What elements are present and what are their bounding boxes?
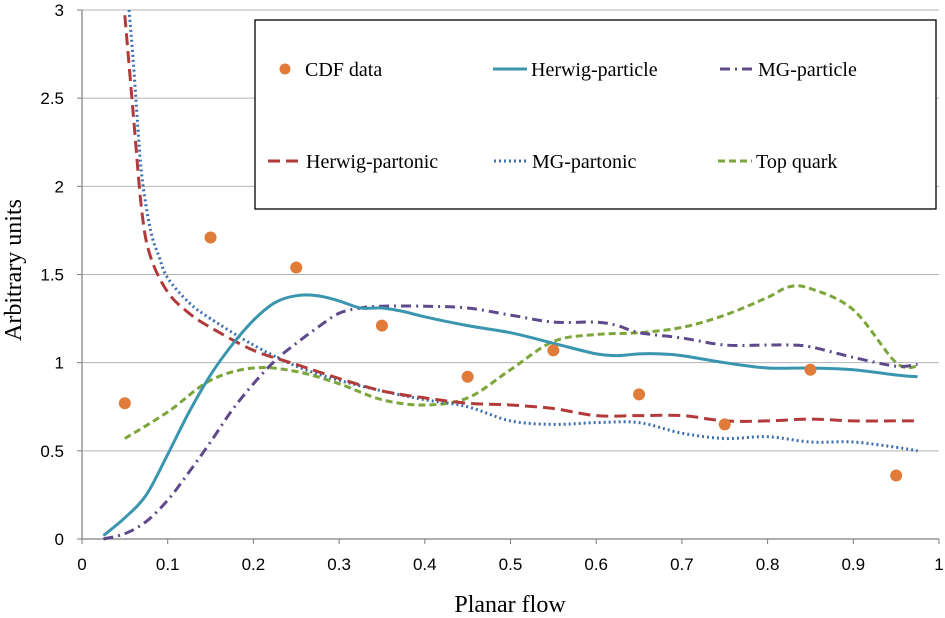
data-point-cdf-data xyxy=(204,231,217,244)
legend-entry-mg-particle: MG-particle xyxy=(720,59,857,81)
data-point-cdf-data xyxy=(290,261,303,274)
x-tick-label: 0.8 xyxy=(756,555,780,574)
y-tick-label: 2 xyxy=(55,177,64,196)
y-tick-label: 0.5 xyxy=(40,442,64,461)
data-point-cdf-data xyxy=(718,418,731,431)
x-tick-label: 0.1 xyxy=(156,555,180,574)
data-point-cdf-data xyxy=(118,397,131,410)
legend: CDF data Herwig-particle MG-particle Her… xyxy=(254,19,937,210)
legend-entry-top-quark: Top quark xyxy=(718,151,837,173)
data-point-cdf-data xyxy=(375,319,388,332)
y-axis-title: Arbitrary units xyxy=(1,199,27,341)
series-line-top-quark xyxy=(124,284,918,440)
legend-label-top-quark: Top quark xyxy=(756,151,837,173)
x-tick-label: 1 xyxy=(934,555,943,574)
data-point-cdf-data xyxy=(633,388,646,401)
legend-entry-herwig-partonic: Herwig-partonic xyxy=(268,151,438,173)
data-point-cdf-data xyxy=(804,363,817,376)
y-tick-label: 1 xyxy=(55,354,64,373)
legend-entry-cdf-data: CDF data xyxy=(279,59,382,81)
x-tick-label: 0.2 xyxy=(242,555,266,574)
legend-box xyxy=(254,19,937,210)
x-tick-label: 0.9 xyxy=(841,555,865,574)
y-tick-label: 1.5 xyxy=(40,266,64,285)
series-line-herwig-particle xyxy=(102,293,918,537)
x-tick-label: 0.3 xyxy=(327,555,351,574)
x-axis-title: Planar flow xyxy=(454,592,566,618)
data-point-cdf-data xyxy=(547,344,560,357)
y-tick-label: 2.5 xyxy=(40,89,64,108)
legend-entry-herwig-particle: Herwig-particle xyxy=(493,59,658,81)
x-tick-label: 0.5 xyxy=(499,555,523,574)
legend-entry-mg-partonic: MG-partonic xyxy=(494,151,637,173)
y-tick-label: 3 xyxy=(55,1,64,20)
legend-label-cdf-data: CDF data xyxy=(305,59,382,81)
legend-label-mg-partonic: MG-partonic xyxy=(532,151,637,173)
y-tick-label: 0 xyxy=(55,530,64,549)
series-line-herwig-partonic xyxy=(123,15,918,423)
series-group xyxy=(102,9,918,541)
data-point-cdf-data xyxy=(890,469,903,482)
legend-label-herwig-partonic: Herwig-partonic xyxy=(306,151,438,173)
legend-label-mg-particle: MG-particle xyxy=(758,59,857,81)
axes: 0 0.5 1 1.5 2 2.5 3 0 0.1 0.2 0.3 0.4 0.5 0.6 0.7 0.8 0.… xyxy=(40,1,943,574)
x-tick-label: 0.6 xyxy=(584,555,608,574)
series-line-mg-particle xyxy=(103,304,918,541)
x-tick-label: 0.7 xyxy=(670,555,694,574)
legend-marker-cdf-data xyxy=(279,63,291,75)
x-tick-label: 0.4 xyxy=(413,555,437,574)
data-point-cdf-data xyxy=(461,370,474,383)
legend-label-herwig-particle: Herwig-particle xyxy=(531,59,658,81)
x-tick-label: 0 xyxy=(77,555,86,574)
